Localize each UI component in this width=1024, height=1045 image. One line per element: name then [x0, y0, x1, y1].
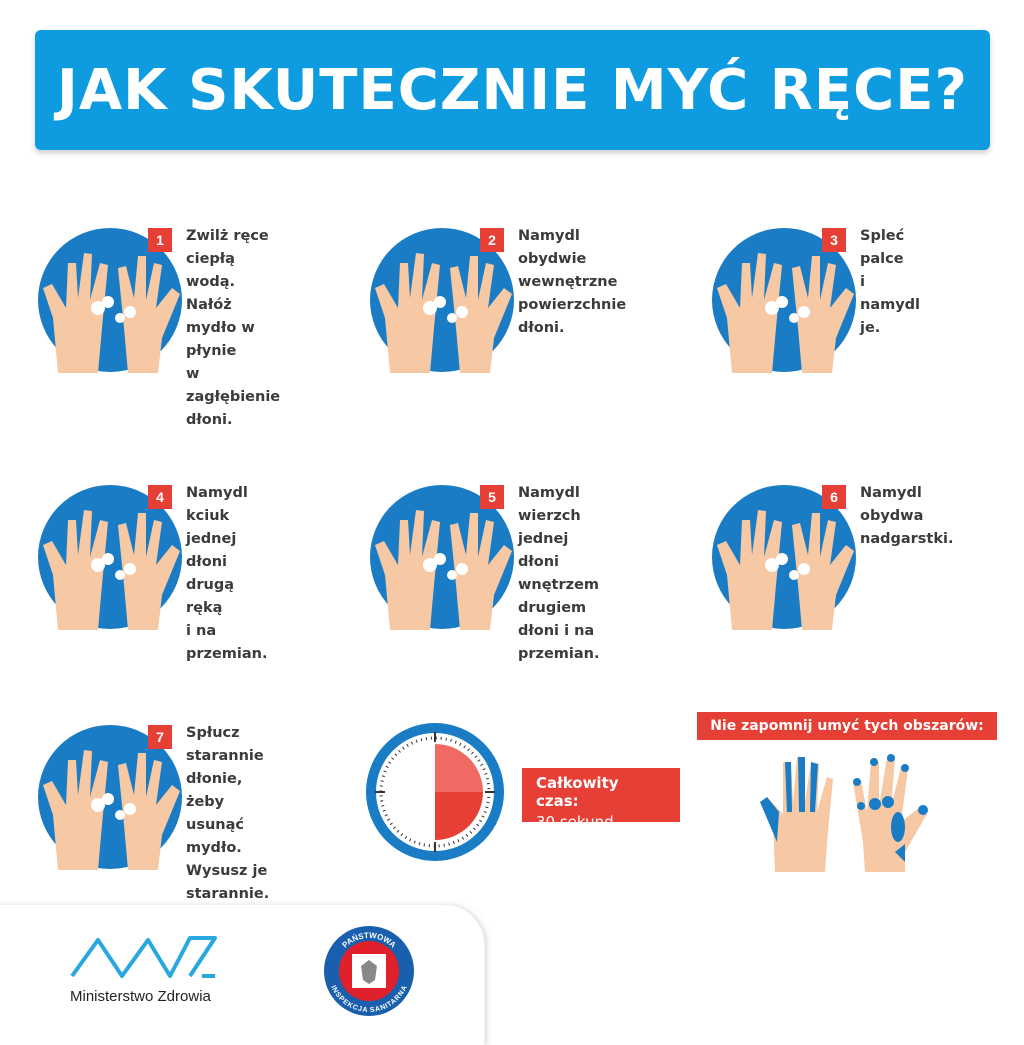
hands-areas-icon	[760, 754, 928, 872]
total-time-value: 30 sekund	[536, 813, 614, 831]
step-number-badge: 2	[480, 228, 504, 252]
hands-icon	[375, 510, 512, 630]
hands-icon	[717, 510, 854, 630]
step-instruction: Zwilż ręce ciepłą wodą. Nałóż mydło w pł…	[186, 228, 281, 428]
total-time-box: Całkowity czas: 30 sekund	[522, 768, 680, 831]
hands-icon	[43, 510, 180, 630]
step-number-badge: 6	[822, 485, 846, 509]
page-title: JAK SKUTECZNIE MYĆ RĘCE?	[57, 57, 968, 123]
step-instruction: Namydl kciuk jednej dłoni drugą ręką i n…	[186, 485, 268, 662]
ministry-logo-text: Ministerstwo Zdrowia	[70, 988, 211, 1005]
total-time-label: Całkowity czas:	[536, 774, 619, 810]
hands-icon	[717, 253, 854, 373]
step-instruction: Spłucz starannie dłonie, żeby usunąć myd…	[186, 725, 270, 902]
step-number-badge: 4	[148, 485, 172, 509]
ministry-logo-icon	[70, 936, 217, 978]
step-number-badge: 3	[822, 228, 846, 252]
step-instruction: Namydl obydwa nadgarstki.	[860, 485, 954, 547]
hands-icon	[43, 750, 180, 870]
step-instruction: Spleć palce i namydl je.	[860, 228, 921, 336]
sanitary-inspection-logo-icon: PAŃSTWOWA INSPEKCJA SANITARNA	[324, 926, 414, 1016]
step-number-badge: 1	[148, 228, 172, 252]
title-banner: JAK SKUTECZNIE MYĆ RĘCE?	[35, 30, 990, 150]
step-number-badge: 5	[480, 485, 504, 509]
step-instruction: Namydl obydwie wewnętrzne powierzchnie d…	[518, 228, 627, 336]
footer-panel	[0, 905, 485, 1045]
hands-icon	[43, 253, 180, 373]
step-instruction: Namydl wierzch jednej dłoni wnętrzem dru…	[518, 485, 600, 662]
hands-icon	[375, 253, 512, 373]
reminder-banner: Nie zapomnij umyć tych obszarów:	[697, 712, 997, 740]
timer-icon	[366, 723, 504, 861]
step-number-badge: 7	[148, 725, 172, 749]
